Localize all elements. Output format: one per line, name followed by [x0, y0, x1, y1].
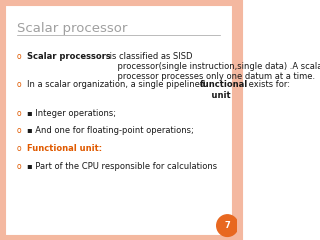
Text: functional
    unit: functional unit: [200, 80, 248, 100]
Text: ▪ Integer operations;: ▪ Integer operations;: [27, 109, 116, 118]
Text: o: o: [17, 109, 21, 118]
Circle shape: [217, 215, 238, 236]
Text: o: o: [17, 80, 21, 89]
Text: is classified as SISD
    processor(single instruction,single data) .A scalar
  : is classified as SISD processor(single i…: [107, 52, 320, 81]
Text: exists for:: exists for:: [246, 80, 290, 89]
Text: o: o: [17, 162, 21, 171]
Text: o: o: [17, 126, 21, 135]
Text: ▪ And one for floating-point operations;: ▪ And one for floating-point operations;: [27, 126, 194, 135]
Text: 7: 7: [225, 221, 230, 230]
Text: Functional unit:: Functional unit:: [27, 144, 102, 153]
Text: Scalar processor: Scalar processor: [17, 22, 127, 35]
Text: In a scalar organization, a single pipelined: In a scalar organization, a single pipel…: [27, 80, 208, 89]
Text: ▪ Part of the CPU responsible for calculations: ▪ Part of the CPU responsible for calcul…: [27, 162, 217, 171]
Text: Scalar processors: Scalar processors: [27, 52, 111, 60]
Text: o: o: [17, 144, 21, 153]
Text: o: o: [17, 52, 21, 60]
